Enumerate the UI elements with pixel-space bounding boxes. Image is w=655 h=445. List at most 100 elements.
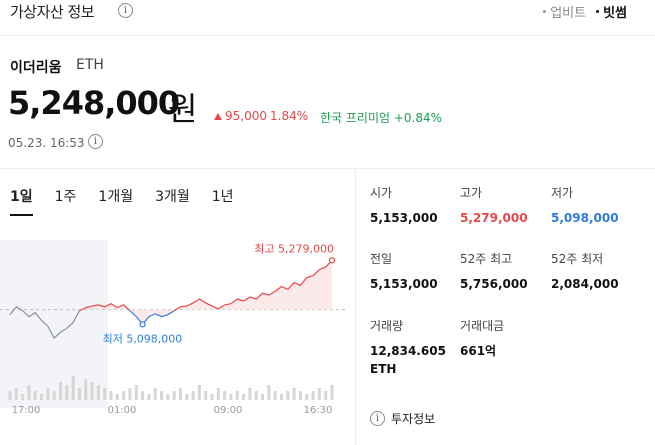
volume-bar: [191, 391, 195, 400]
divider: [355, 168, 356, 445]
volume-bar: [210, 394, 214, 400]
volume-bar: [317, 388, 321, 400]
volume-bar: [273, 391, 277, 400]
volume-bar: [71, 376, 75, 400]
volume-bar: [216, 388, 220, 400]
x-tick-label: 17:00: [12, 405, 41, 416]
volume-bar: [172, 391, 176, 400]
page-title: 가상자산 정보: [10, 3, 95, 21]
stat-open: 시가 5,153,000: [370, 186, 438, 225]
volume-bar: [27, 385, 31, 400]
price-line-night: [9, 306, 80, 340]
high-label: 최고 5,279,000: [254, 242, 334, 255]
volume-bar: [267, 385, 271, 400]
volume-bar: [254, 391, 258, 400]
x-tick-label: 01:00: [108, 405, 137, 416]
volume-bar: [229, 394, 233, 400]
price-change: 95,000 1.84%: [214, 109, 308, 123]
change-percent: 1.84%: [270, 109, 309, 123]
change-amount: 95,000: [225, 109, 267, 123]
info-icon[interactable]: i: [88, 134, 103, 149]
stat-volume: 거래량 12,834.605 ETH: [370, 319, 446, 376]
volume-bar: [197, 385, 201, 400]
volume-bar: [14, 388, 18, 400]
coin-name: 이더리움: [10, 60, 62, 76]
tab-1d[interactable]: 1일: [10, 186, 33, 216]
volume-bar: [286, 391, 290, 400]
volume-bar: [311, 391, 315, 400]
divider: [0, 168, 655, 169]
korea-premium: 한국 프리미엄 +0.84%: [320, 111, 443, 125]
up-area: [79, 260, 332, 325]
volume-bar: [115, 394, 119, 400]
tab-3m[interactable]: 3개월: [155, 189, 190, 205]
volume-bar: [59, 382, 63, 400]
volume-bar: [248, 388, 252, 400]
volume-bar: [122, 391, 126, 400]
volume-bar: [90, 382, 94, 400]
stat-52w-high: 52주 최고 5,756,000: [460, 252, 528, 291]
volume-bar: [46, 388, 50, 400]
volume-bar: [261, 394, 265, 400]
coin-symbol: ETH: [76, 57, 104, 73]
volume-bar: [84, 379, 88, 400]
volume-bar: [128, 388, 132, 400]
period-tabs: 1일 1주 1개월 3개월 1년: [10, 186, 256, 216]
volume-bar: [147, 394, 151, 400]
tab-upbit[interactable]: 업비트: [543, 2, 586, 21]
low-marker: [139, 321, 146, 328]
price-unit: 원: [168, 90, 198, 128]
volume-bar: [330, 385, 334, 400]
volume-bar: [298, 391, 302, 400]
stat-low: 저가 5,098,000: [551, 186, 619, 225]
header: 가상자산 정보 i 업비트 빗썸: [0, 0, 655, 36]
volume-bar: [324, 391, 328, 400]
price-line-up: [79, 303, 131, 312]
info-icon[interactable]: i: [118, 3, 133, 18]
volume-bar: [40, 394, 44, 400]
volume-bar: [33, 391, 37, 400]
volume-bar: [160, 391, 164, 400]
volume-bar: [103, 388, 107, 400]
volume-bar: [153, 388, 157, 400]
volume-bar: [21, 394, 25, 400]
stat-high: 고가 5,279,000: [460, 186, 528, 225]
volume-bar: [77, 388, 81, 400]
volume-bar: [204, 391, 208, 400]
current-price: 5,248,000: [8, 84, 180, 122]
volume-bar: [166, 394, 170, 400]
volume-bar: [279, 394, 283, 400]
dot-icon: [596, 10, 600, 13]
x-tick-label: 09:00: [214, 405, 243, 416]
tab-bithumb[interactable]: 빗썸: [596, 2, 627, 21]
stat-52w-low: 52주 최저 2,084,000: [551, 252, 619, 291]
price-line-down: [129, 310, 175, 326]
volume-bar: [292, 388, 296, 400]
volume-bar: [242, 394, 246, 400]
night-region: [0, 240, 108, 408]
volume-bar: [235, 391, 239, 400]
invest-info-link[interactable]: i 투자정보: [370, 410, 435, 427]
dot-icon: [543, 10, 547, 13]
volume-bar: [141, 391, 145, 400]
volume-bar: [185, 394, 189, 400]
x-tick-label: 16:30: [304, 405, 333, 416]
info-icon: i: [370, 411, 385, 426]
volume-bar: [109, 391, 113, 400]
volume-bar: [305, 394, 309, 400]
tab-1y[interactable]: 1년: [211, 189, 234, 205]
source-tabs: 업비트 빗썸: [543, 2, 627, 21]
triangle-up-icon: [214, 112, 222, 120]
volume-bar: [223, 391, 227, 400]
volume-bar: [134, 385, 138, 400]
price-line-up: [173, 259, 333, 312]
stat-prev-close: 전일 5,153,000: [370, 252, 438, 291]
low-label: 최저 5,098,000: [103, 332, 183, 345]
volume-bar: [52, 391, 56, 400]
tab-1w[interactable]: 1주: [54, 189, 77, 205]
volume-bar: [8, 391, 12, 400]
price-chart[interactable]: 최고 5,279,000 최저 5,098,000 17:00 01:00 09:00 1…: [0, 234, 345, 419]
tab-1m[interactable]: 1개월: [98, 189, 134, 205]
stat-turnover: 거래대금 661억: [460, 319, 505, 358]
volume-bar: [65, 385, 69, 400]
